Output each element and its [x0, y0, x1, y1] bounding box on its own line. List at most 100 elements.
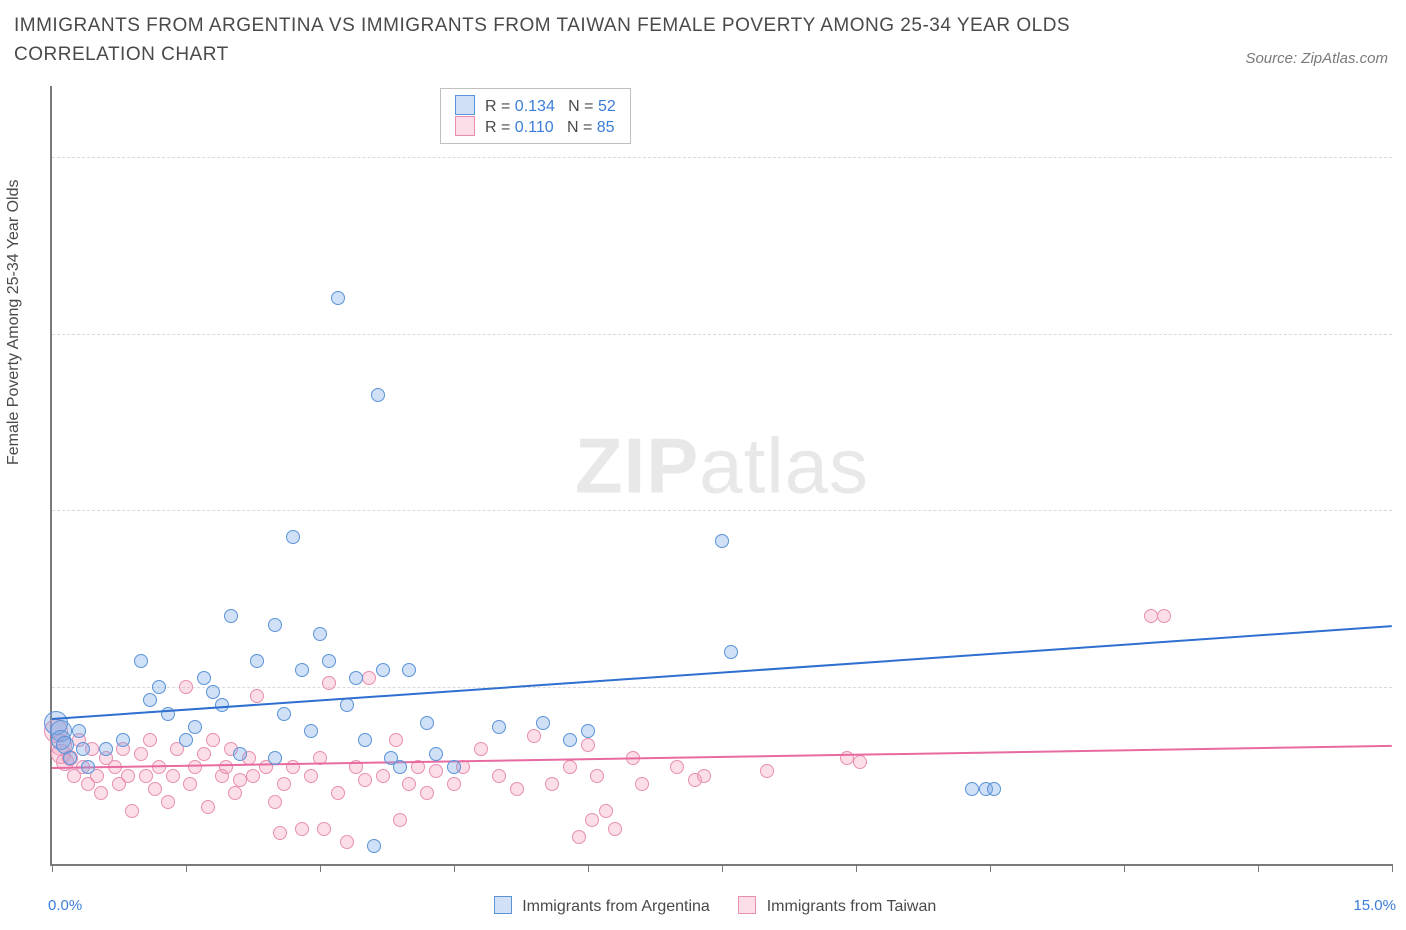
data-point	[322, 676, 336, 690]
y-tick-label: 20.0%	[1395, 679, 1406, 696]
data-point	[143, 733, 157, 747]
watermark-light: atlas	[699, 421, 869, 509]
plot-area: ZIPatlas 20.0%40.0%60.0%80.0%	[50, 86, 1392, 866]
data-point	[268, 618, 282, 632]
x-tick-mark	[990, 864, 991, 872]
data-point	[304, 724, 318, 738]
data-point	[389, 733, 403, 747]
data-point	[134, 747, 148, 761]
r-value: 0.134	[515, 98, 555, 115]
data-point	[206, 685, 220, 699]
data-point	[402, 663, 416, 677]
data-point	[116, 733, 130, 747]
y-tick-label: 60.0%	[1395, 325, 1406, 342]
data-point	[233, 747, 247, 761]
data-point	[166, 769, 180, 783]
x-tick-mark	[320, 864, 321, 872]
data-point	[250, 689, 264, 703]
data-point	[563, 733, 577, 747]
data-point	[179, 733, 193, 747]
gridline	[52, 157, 1392, 158]
y-tick-label: 80.0%	[1395, 148, 1406, 165]
x-tick-mark	[454, 864, 455, 872]
data-point	[376, 663, 390, 677]
data-point	[599, 804, 613, 818]
data-point	[219, 760, 233, 774]
data-point	[447, 760, 461, 774]
n-value: 52	[598, 98, 616, 115]
data-point	[273, 826, 287, 840]
data-point	[139, 769, 153, 783]
watermark: ZIPatlas	[575, 420, 869, 511]
data-point	[161, 795, 175, 809]
data-point	[349, 671, 363, 685]
data-point	[510, 782, 524, 796]
data-point	[331, 786, 345, 800]
gridline	[52, 687, 1392, 688]
legend-swatch	[455, 95, 475, 115]
data-point	[853, 755, 867, 769]
x-tick-mark	[1392, 864, 1393, 872]
data-point	[179, 680, 193, 694]
data-point	[134, 654, 148, 668]
data-point	[322, 654, 336, 668]
data-point	[295, 822, 309, 836]
data-point	[724, 645, 738, 659]
legend-swatch-taiwan	[738, 896, 756, 914]
data-point	[585, 813, 599, 827]
data-point	[965, 782, 979, 796]
x-tick-mark	[588, 864, 589, 872]
data-point	[362, 671, 376, 685]
trend-line	[52, 625, 1392, 720]
x-tick-mark	[722, 864, 723, 872]
data-point	[1157, 609, 1171, 623]
gridline	[52, 334, 1392, 335]
data-point	[152, 680, 166, 694]
y-axis-label: Female Poverty Among 25-34 Year Olds	[5, 180, 23, 466]
y-tick-label: 40.0%	[1395, 502, 1406, 519]
data-point	[429, 764, 443, 778]
x-tick-mark	[1124, 864, 1125, 872]
bottom-legend: Immigrants from Argentina Immigrants fro…	[0, 896, 1406, 916]
data-point	[224, 609, 238, 623]
legend-swatch	[455, 116, 475, 136]
data-point	[183, 777, 197, 791]
data-point	[233, 773, 247, 787]
data-point	[581, 738, 595, 752]
data-point	[492, 720, 506, 734]
data-point	[148, 782, 162, 796]
data-point	[590, 769, 604, 783]
data-point	[670, 760, 684, 774]
data-point	[121, 769, 135, 783]
data-point	[527, 729, 541, 743]
data-point	[715, 534, 729, 548]
data-point	[286, 530, 300, 544]
data-point	[536, 716, 550, 730]
data-point	[206, 733, 220, 747]
data-point	[228, 786, 242, 800]
x-tick-mark	[186, 864, 187, 872]
data-point	[268, 751, 282, 765]
data-point	[125, 804, 139, 818]
data-point	[474, 742, 488, 756]
data-point	[367, 839, 381, 853]
watermark-bold: ZIP	[575, 421, 699, 509]
data-point	[81, 760, 95, 774]
data-point	[250, 654, 264, 668]
data-point	[188, 760, 202, 774]
data-point	[277, 707, 291, 721]
data-point	[358, 733, 372, 747]
data-point	[99, 742, 113, 756]
gridline	[52, 510, 1392, 511]
data-point	[429, 747, 443, 761]
data-point	[340, 835, 354, 849]
data-point	[313, 627, 327, 641]
x-tick-mark	[1258, 864, 1259, 872]
data-point	[402, 777, 416, 791]
data-point	[492, 769, 506, 783]
data-point	[563, 760, 577, 774]
data-point	[608, 822, 622, 836]
data-point	[76, 742, 90, 756]
data-point	[393, 813, 407, 827]
legend-label-taiwan: Immigrants from Taiwan	[767, 898, 937, 915]
